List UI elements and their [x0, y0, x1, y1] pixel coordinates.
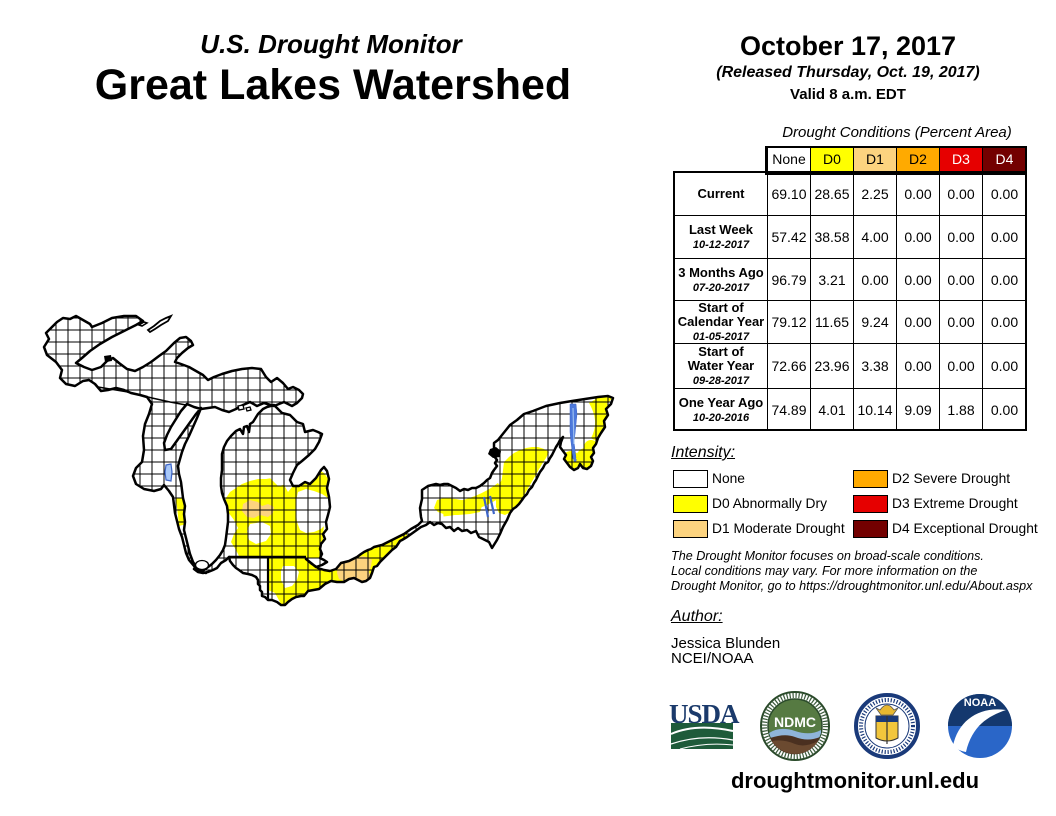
svg-text:NDMC: NDMC	[774, 714, 816, 730]
svg-text:NOAA: NOAA	[964, 697, 996, 709]
